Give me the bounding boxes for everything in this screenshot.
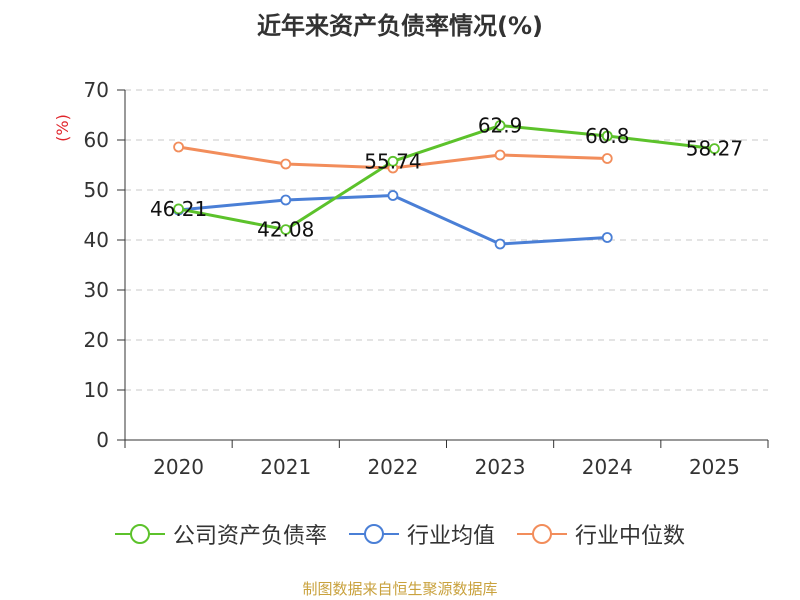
legend-swatch-icon: [114, 524, 165, 544]
axes: 0 10 20 30 40 50 60 70 2020 2021 2022 2023 2024 2025: [84, 78, 769, 479]
y-tick-label: 70: [84, 78, 109, 102]
y-tick-label: 30: [84, 278, 109, 302]
y-tick-label: 60: [84, 128, 109, 152]
x-tick-label: 2021: [260, 455, 311, 479]
data-point: [601, 232, 613, 243]
data-point: [280, 158, 292, 170]
data-label: 46.21: [150, 197, 207, 221]
series-line: [178, 194, 608, 246]
source-note: 制图数据来自恒生聚源数据库: [302, 580, 498, 598]
legend-swatch-marker: [129, 524, 150, 544]
data-point: [173, 141, 184, 153]
legend-swatch-icon: [517, 524, 567, 544]
data-point: [494, 120, 506, 131]
x-tick-label: 2023: [475, 455, 526, 479]
y-tick-label: 0: [96, 428, 109, 452]
y-tick-label: 20: [84, 328, 109, 352]
x-tick-label: 2025: [689, 455, 740, 479]
y-tick-label: 50: [84, 178, 109, 202]
legend-swatch-icon: [348, 524, 399, 544]
y-axis-label: (%): [53, 114, 72, 142]
data-label: 42.08: [257, 218, 314, 242]
legend: 公司资产负债率 行业均值 行业中位数: [0, 518, 800, 550]
legend-swatch-marker: [363, 524, 384, 544]
grid-lines: [125, 89, 768, 391]
legend-item[interactable]: 公司资产负债率: [114, 518, 327, 550]
data-label: 62.9: [478, 114, 523, 138]
data-point: [601, 153, 613, 164]
y-tick-label: 40: [84, 228, 109, 252]
data-labels: 46.21 42.08 55.74 62.9 60.8 58.27: [150, 114, 743, 242]
y-tick-label: 10: [84, 378, 109, 402]
data-point: [709, 143, 720, 155]
data-point: [494, 238, 506, 250]
series-lines: [173, 120, 720, 250]
x-tick-label: 2024: [582, 455, 633, 479]
data-point: [387, 155, 399, 167]
data-label: 60.8: [585, 124, 630, 148]
x-tick-label: 2022: [367, 455, 418, 479]
data-point: [280, 224, 292, 236]
data-point: [387, 190, 399, 201]
legend-label: 行业中位数: [575, 524, 686, 549]
legend-swatch-marker: [532, 524, 552, 544]
x-tick-label: 2020: [153, 455, 204, 479]
data-point: [173, 203, 184, 215]
data-point: [601, 130, 613, 142]
data-point: [494, 149, 506, 161]
data-point: [280, 194, 292, 206]
series-line: [178, 124, 715, 232]
legend-label: 公司资产负债率: [172, 524, 327, 549]
data-label: 58.27: [686, 137, 743, 161]
chart-title: 近年来资产负债率情况(%): [257, 12, 543, 40]
legend-item[interactable]: 行业中位数: [517, 518, 685, 550]
legend-label: 行业均值: [406, 524, 495, 549]
data-label: 55.74: [364, 149, 421, 173]
legend-item[interactable]: 行业均值: [348, 518, 495, 550]
